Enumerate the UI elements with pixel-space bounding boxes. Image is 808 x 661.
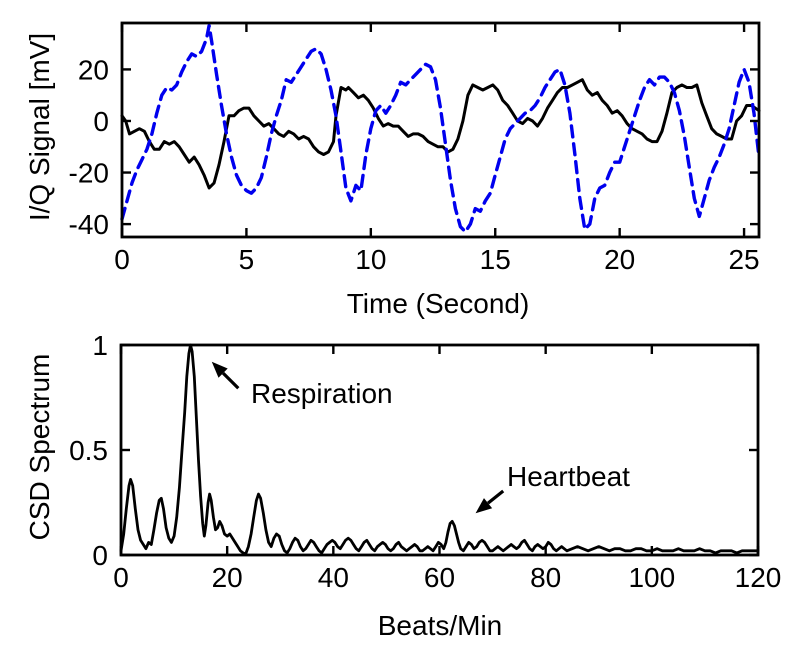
- respiration-arrow-head: [211, 361, 228, 378]
- x-tick-label: 10: [355, 244, 386, 275]
- y-tick-label: 0: [92, 540, 108, 571]
- csd-spectrum-frame: [119, 343, 760, 557]
- heartbeat-arrow-shaft: [487, 489, 505, 505]
- y-tick-label: 20: [78, 54, 109, 85]
- y-tick-label: 0: [93, 106, 109, 137]
- top-y-axis-label: I/Q Signal [mV]: [24, 32, 55, 222]
- x-tick-label: 100: [628, 562, 675, 593]
- x-tick-label: 60: [424, 562, 455, 593]
- iq-time-series-frame: [120, 21, 761, 239]
- x-tick-label: 15: [480, 244, 511, 275]
- csd-spectrum-plot: 0 20 40 60 80 100 120 0 0.5 1: [69, 330, 781, 593]
- bottom-y-axis-label: CSD Spectrum: [24, 353, 55, 541]
- x-tick-label: 80: [530, 562, 561, 593]
- x-tick-label: 20: [604, 244, 635, 275]
- x-tick-label: 120: [735, 562, 782, 593]
- x-tick-label: 25: [728, 244, 759, 275]
- y-tick-label: 1: [92, 330, 108, 361]
- top-x-axis-label: Time (Second): [346, 288, 530, 319]
- csd-spectrum-csd-line: [119, 343, 760, 556]
- y-tick-label: -40: [69, 209, 109, 240]
- respiration-arrow-shaft: [221, 371, 240, 390]
- heartbeat-arrow-head: [475, 498, 493, 514]
- y-tick-label: -20: [69, 158, 109, 189]
- y-tick-label: 0.5: [69, 435, 108, 466]
- iq-time-series-q-signal-line: [120, 23, 761, 234]
- heartbeat-annotation-label: Heartbeat: [507, 461, 630, 492]
- x-tick-label: 40: [318, 562, 349, 593]
- x-tick-label: 0: [113, 562, 129, 593]
- x-tick-label: 5: [239, 244, 255, 275]
- x-tick-label: 20: [212, 562, 243, 593]
- x-tick-label: 0: [114, 244, 130, 275]
- respiration-annotation-label: Respiration: [251, 378, 393, 409]
- iq-time-series-plot: 0 5 10 15 20 25 -40 -20 0 20: [69, 21, 761, 275]
- iq-time-series-i-signal-line: [120, 78, 761, 190]
- bottom-x-axis-label: Beats/Min: [377, 610, 503, 641]
